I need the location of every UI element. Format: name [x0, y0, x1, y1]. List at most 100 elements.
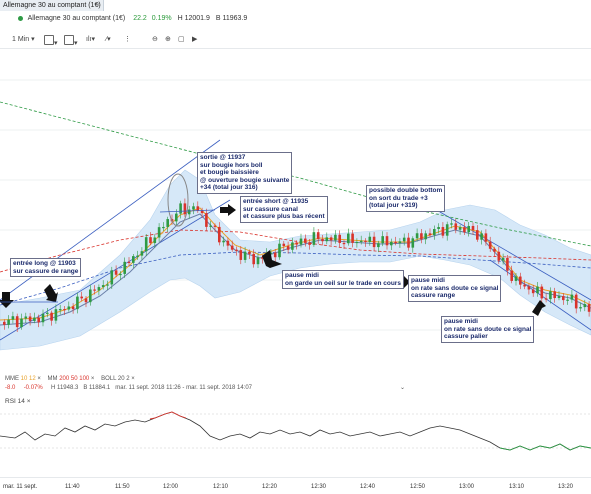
arrow-icon [44, 284, 58, 302]
candle-down [71, 306, 75, 310]
candle-down [574, 294, 578, 309]
indicator-legend: MME 10 12 × MM 200 50 100 × BOLL 20 2 × … [0, 373, 591, 395]
candle-down [316, 232, 320, 240]
candle-down [587, 304, 591, 312]
candle-down [218, 226, 221, 243]
boll-values: 20 2 [117, 376, 130, 382]
candle-down [510, 270, 513, 281]
candle-down [200, 210, 204, 214]
candle-up [398, 241, 402, 244]
candle-down [273, 252, 277, 258]
candle-down [553, 291, 556, 299]
candle-up [480, 233, 483, 240]
indicator-icon[interactable]: ▾ [64, 35, 78, 47]
candle-up [157, 227, 161, 238]
candle-up [381, 236, 384, 244]
bollinger-band [0, 169, 591, 351]
close-icon[interactable]: × [37, 376, 41, 382]
candle-down [364, 240, 367, 242]
collapse-icon[interactable]: ⌄ [399, 385, 405, 391]
candle-down [304, 238, 307, 243]
candle-up [41, 313, 45, 323]
candle-down [476, 230, 479, 240]
annotation-sortie: sortie @ 11937 sur bougie hors boll et b… [197, 152, 293, 194]
candle-down [540, 286, 544, 299]
arrow-icon [532, 300, 546, 316]
close-icon[interactable]: × [90, 376, 95, 382]
candle-down [205, 213, 208, 227]
candle-up [291, 242, 294, 250]
time-tick: 11:50 [115, 484, 130, 490]
close-icon[interactable]: × [131, 376, 135, 382]
interval-select[interactable]: 1 Min ▾ [12, 36, 35, 43]
mme-label[interactable]: MME [5, 376, 19, 382]
reset-zoom-icon[interactable]: ▢ [178, 36, 185, 43]
candle-up [58, 309, 62, 311]
candle-up [11, 316, 15, 320]
draw-tool-icon[interactable]: ⁄▾ [106, 36, 111, 43]
candle-down [15, 316, 19, 328]
time-tick: 12:20 [262, 484, 278, 490]
candlesticks [3, 198, 591, 333]
candle-up [433, 229, 436, 236]
candle-down [127, 261, 131, 264]
candle-down [84, 298, 88, 303]
time-tick: 13:10 [509, 484, 525, 490]
chart-type-icon[interactable]: ▾ [44, 35, 58, 47]
annotation-pause-2: pause midi on rate sans doute ce signal … [408, 275, 502, 302]
close-tab-icon[interactable]: × [95, 2, 100, 9]
candle-down [295, 242, 298, 245]
candle-up [312, 232, 316, 245]
candle-down [149, 237, 152, 244]
candle-down [321, 239, 324, 242]
rsi-chart [0, 411, 591, 451]
short-entry-line [159, 209, 216, 213]
settings-icon[interactable]: ⋮ [124, 36, 131, 43]
price-chart[interactable] [0, 50, 591, 372]
candle-down [441, 227, 445, 236]
range-high: H 11948.3 [51, 385, 79, 391]
rsi-overbought-segment [149, 411, 187, 420]
candle-down [213, 225, 217, 227]
candle-up [136, 255, 139, 257]
low-value: B 11963.9 [215, 15, 248, 22]
ma-200-line [0, 101, 591, 247]
candle-up [132, 256, 135, 263]
chart-tab[interactable]: Allemagne 30 au comptant (1€) × [0, 0, 104, 11]
candle-up [222, 240, 225, 243]
rsi-value: 14 [17, 398, 25, 405]
zoom-in-icon[interactable]: ⊕ [165, 36, 171, 43]
rsi-oversold-segment [499, 443, 591, 451]
time-tick: 13:20 [558, 484, 574, 490]
candle-down [493, 248, 496, 252]
close-icon[interactable]: × [26, 398, 31, 405]
candle-up [566, 299, 569, 301]
candle-down [394, 241, 397, 244]
candle-up [256, 257, 260, 265]
time-tick: 13:00 [459, 484, 475, 490]
rsi-label[interactable]: RSI [5, 398, 16, 405]
candle-up [140, 251, 144, 256]
bars-icon[interactable]: ılı▾ [86, 36, 95, 43]
ma-100-line [0, 251, 591, 306]
candle-down [407, 237, 410, 248]
candle-up [402, 237, 406, 242]
candle-down [463, 227, 466, 233]
boll-label[interactable]: BOLL [101, 376, 117, 382]
annotation-pause-3: pause midi on rate sans doute ce signal … [441, 316, 535, 343]
change-pct-value: -0.07% [23, 385, 43, 391]
candle-up [583, 304, 587, 308]
play-icon[interactable]: ▶ [192, 36, 198, 43]
range-period: mar. 11 sept. 2018 11:26 - mar. 11 sept.… [115, 385, 253, 391]
mm-label[interactable]: MM [47, 376, 58, 382]
candle-down [351, 233, 354, 243]
candle-down [114, 270, 118, 275]
candle-down [196, 206, 200, 211]
zoom-out-icon[interactable]: ⊖ [152, 36, 158, 43]
arrow-icon [220, 204, 236, 216]
candle-down [523, 284, 526, 287]
candle-down [286, 246, 290, 250]
range-low: B 11884.1 [83, 385, 111, 391]
candle-up [67, 306, 71, 310]
candle-up [334, 234, 337, 241]
